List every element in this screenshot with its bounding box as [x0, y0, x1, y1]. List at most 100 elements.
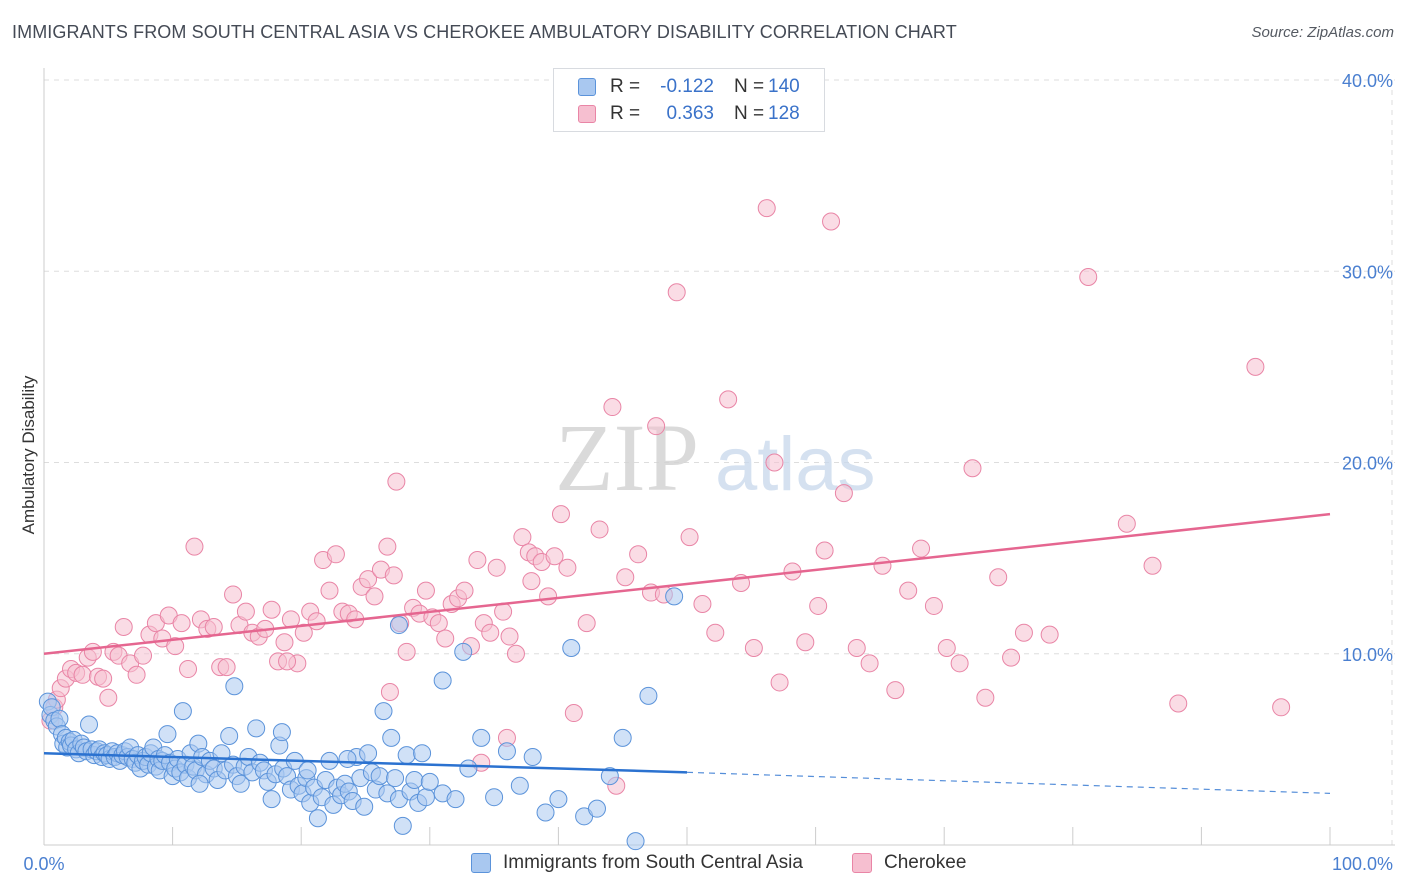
tick-labels: 10.0% 20.0% 30.0% 40.0% 0.0% 100.0%	[23, 71, 1393, 874]
immigrants-point	[416, 788, 435, 807]
immigrants-point	[613, 728, 632, 747]
legend-r-label: R =	[610, 103, 641, 124]
cherokee-point	[397, 642, 416, 661]
legend-swatch-pink	[578, 105, 596, 123]
cherokee-point	[94, 669, 113, 688]
cherokee-point	[1079, 267, 1098, 286]
immigrants-point	[536, 803, 555, 822]
immigrants-point	[639, 686, 658, 705]
immigrants-point	[497, 742, 516, 761]
y-tick-label: 20.0%	[1342, 454, 1393, 474]
immigrants-point	[454, 642, 473, 661]
legend-n-label: N =	[734, 76, 765, 97]
cherokee-point	[73, 665, 92, 684]
cherokee-point	[172, 614, 191, 633]
cherokee-trend-line	[43, 512, 1331, 655]
series-legend-cherokee: Cherokee	[852, 852, 966, 874]
series-label: Cherokee	[884, 852, 967, 873]
cherokee-point	[924, 596, 943, 615]
legend-n-value: 128	[768, 103, 800, 124]
cherokee-point	[950, 654, 969, 673]
cherokee-point	[796, 633, 815, 652]
immigrants-point	[374, 702, 393, 721]
cherokee-point	[822, 212, 841, 231]
cherokee-point	[706, 623, 725, 642]
cherokee-point	[378, 537, 397, 556]
cherokee-point	[513, 528, 532, 547]
x-tick-label: 100.0%	[1332, 854, 1393, 874]
cherokee-point	[217, 658, 236, 677]
legend-n-value: 140	[768, 76, 800, 97]
cherokee-point	[224, 585, 243, 604]
cherokee-point	[1143, 556, 1162, 575]
immigrants-point	[485, 788, 504, 807]
legend-r-value: 0.363	[666, 103, 714, 124]
cherokee-point	[481, 623, 500, 642]
cherokee-point	[667, 283, 686, 302]
cherokee-point	[275, 633, 294, 652]
trend-lines	[43, 512, 1331, 794]
immigrants-point	[298, 761, 317, 780]
immigrants-point	[523, 748, 542, 767]
cherokee-point	[603, 398, 622, 417]
immigrants-point	[549, 790, 568, 809]
immigrants-point	[262, 790, 281, 809]
series-swatch-blue	[471, 853, 491, 873]
cherokee-point	[1014, 623, 1033, 642]
cherokee-point	[179, 660, 198, 679]
legend-n-label: N =	[734, 103, 765, 124]
cherokee-point	[262, 600, 281, 619]
immigrants-point	[225, 677, 244, 696]
cherokee-point	[847, 639, 866, 658]
cherokee-point	[436, 629, 455, 648]
immigrants-point	[433, 671, 452, 690]
cherokee-point	[236, 602, 255, 621]
immigrants-point	[386, 769, 405, 788]
immigrants-trend-extension	[686, 771, 1331, 794]
cherokee-point	[744, 639, 763, 658]
cherokee-point	[83, 642, 102, 661]
immigrants-point	[665, 587, 684, 606]
cherokee-point	[365, 587, 384, 606]
y-axis-label: Ambulatory Disability	[19, 375, 38, 534]
cherokee-point	[416, 581, 435, 600]
cherokee-point	[294, 623, 313, 642]
cherokee-point	[185, 537, 204, 556]
immigrants-point	[420, 772, 439, 791]
immigrants-point	[587, 799, 606, 818]
cherokee-point	[564, 704, 583, 723]
cherokee-point	[809, 596, 828, 615]
immigrants-point	[389, 616, 408, 635]
cherokee-point	[770, 673, 789, 692]
cherokee-point	[127, 665, 146, 684]
cherokee-point	[387, 472, 406, 491]
cherokee-point	[860, 654, 879, 673]
series-swatch-pink	[852, 853, 872, 873]
cherokee-point	[937, 639, 956, 658]
immigrants-point	[472, 728, 491, 747]
cherokee-point	[99, 688, 118, 707]
watermark-zip: ZIP	[555, 404, 699, 511]
cherokee-point	[912, 539, 931, 558]
immigrants-point	[359, 744, 378, 763]
cherokee-point	[963, 459, 982, 478]
immigrants-point	[338, 749, 357, 768]
cherokee-point	[384, 566, 403, 585]
immigrants-point	[446, 790, 465, 809]
cherokee-point	[989, 568, 1008, 587]
cherokee-point	[577, 614, 596, 633]
cherokee-point	[166, 637, 185, 656]
immigrants-point	[382, 728, 401, 747]
legend-row-immigrants: R = -0.122 N = 140	[578, 75, 800, 99]
immigrants-point	[50, 709, 69, 728]
immigrants-point	[626, 832, 645, 851]
cherokee-point	[616, 568, 635, 587]
cherokee-point	[693, 595, 712, 614]
y-tick-label: 10.0%	[1342, 645, 1393, 665]
chart-title: IMMIGRANTS FROM SOUTH CENTRAL ASIA VS CH…	[12, 22, 957, 42]
legend-r-label: R =	[610, 76, 641, 97]
cherokee-point	[134, 646, 153, 665]
immigrants-point	[247, 719, 266, 738]
immigrants-point	[355, 797, 374, 816]
cherokee-point	[506, 644, 525, 663]
